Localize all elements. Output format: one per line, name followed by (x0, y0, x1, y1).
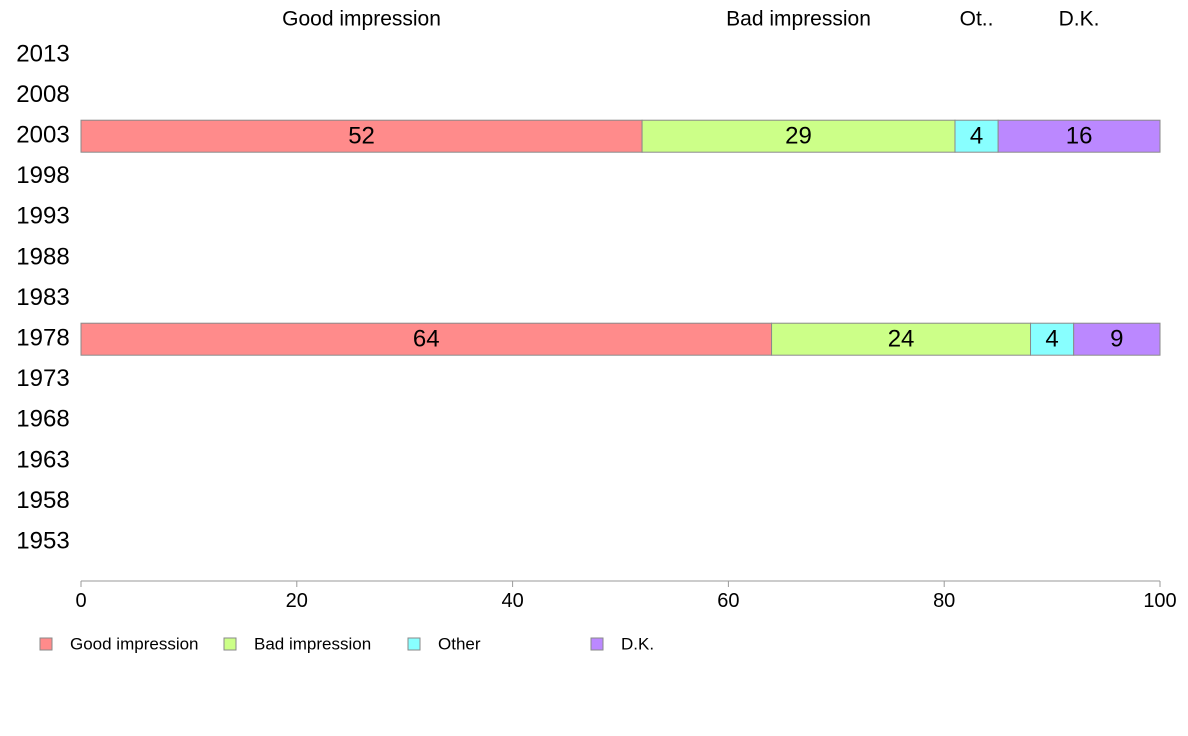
y-tick-label: 1953 (16, 528, 69, 555)
bar-segment (80, 119, 643, 153)
bar-value-label: 4 (970, 123, 983, 150)
bar-segment (1073, 322, 1161, 356)
x-axis: 0 20 40 60 80 100 (75, 580, 1177, 612)
bar-value-label: 16 (1066, 123, 1093, 150)
bar-value-label: 29 (785, 123, 812, 150)
y-axis-tick-labels: 2013 2008 2003 1998 1993 1988 1983 1978 1973 1968… (16, 40, 69, 554)
x-tick-label: 80 (933, 590, 955, 612)
legend-label: Good impression (70, 634, 199, 653)
bar-segment (80, 322, 773, 356)
y-tick-label: 1968 (16, 406, 69, 433)
bar-segment (997, 119, 1161, 153)
y-tick-label: 2013 (16, 40, 69, 67)
bar-value-label: 52 (348, 123, 375, 150)
legend-swatch (223, 637, 237, 651)
x-tick-label: 0 (75, 590, 86, 612)
y-tick-label: 1998 (16, 162, 69, 189)
bar-segment (641, 119, 956, 153)
x-tick-label: 40 (501, 590, 523, 612)
legend-label: Other (438, 634, 481, 653)
column-header: Bad impression (726, 8, 871, 31)
bar-segment (954, 119, 999, 153)
x-tick-label: 60 (717, 590, 739, 612)
legend-swatch (407, 637, 421, 651)
bar-segment (771, 322, 1032, 356)
bar-segment (1030, 322, 1075, 356)
y-tick-label: 1978 (16, 325, 69, 352)
column-header: Good impression (282, 8, 441, 31)
x-tick-label: 100 (1143, 590, 1176, 612)
legend-swatch (39, 637, 53, 651)
y-tick-label: 2008 (16, 81, 69, 108)
y-tick-label: 2003 (16, 122, 69, 149)
y-tick-label: 1988 (16, 243, 69, 270)
x-tick-label: 20 (286, 590, 308, 612)
bar-value-label: 4 (1045, 326, 1058, 353)
bar-value-label: 9 (1110, 326, 1123, 353)
y-tick-label: 1958 (16, 487, 69, 514)
legend-label: Bad impression (254, 634, 371, 653)
y-tick-label: 1973 (16, 365, 69, 392)
legend-swatch (590, 637, 604, 651)
y-tick-label: 1983 (16, 284, 69, 311)
bar-value-label: 64 (413, 326, 440, 353)
column-headers: Good impression Bad impression Ot.. D.K. (282, 8, 1099, 31)
column-header: D.K. (1059, 8, 1100, 31)
column-header: Ot.. (960, 8, 994, 31)
legend: Good impression Bad impression Other D.K. (39, 634, 654, 653)
legend-label: D.K. (621, 634, 654, 653)
bars: 52 29 4 16 64 24 4 9 (80, 119, 1161, 356)
y-tick-label: 1963 (16, 446, 69, 473)
y-tick-label: 1993 (16, 203, 69, 230)
bar-value-label: 24 (888, 326, 915, 353)
